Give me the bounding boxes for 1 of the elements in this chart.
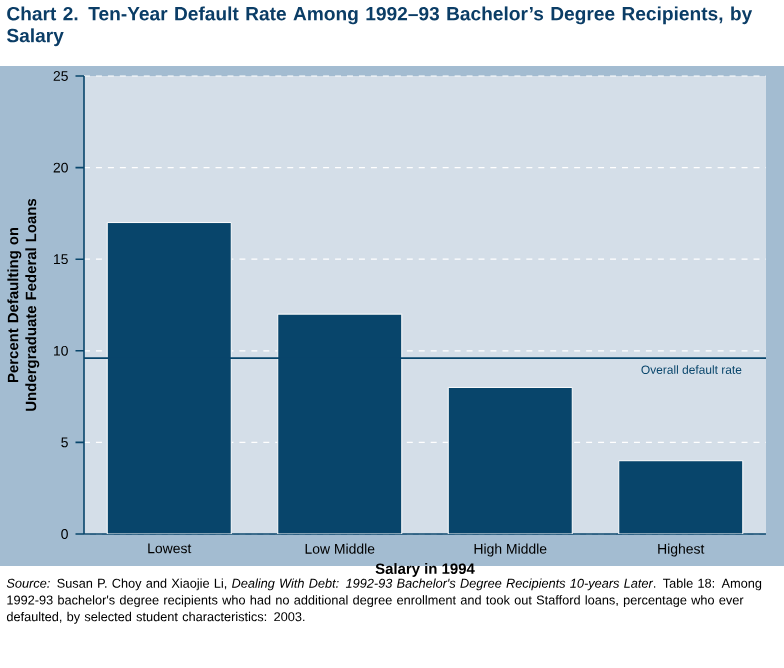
- chart-title: Chart 2. Ten-Year Default Rate Among 1992–93 Bachelor’s Degree Recipients, by Salary: [6, 6, 753, 47]
